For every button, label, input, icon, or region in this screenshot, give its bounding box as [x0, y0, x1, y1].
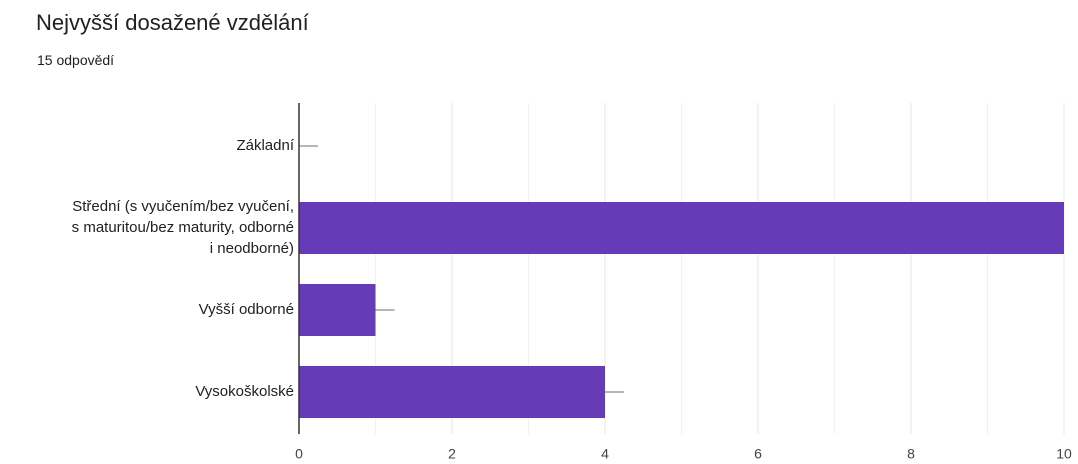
- category-label-3: Vysokoškolské: [195, 383, 294, 400]
- chart-title: Nejvyšší dosažené vzdělání: [36, 10, 309, 35]
- category-label-2: Vyšší odborné: [199, 301, 294, 318]
- x-tick-label-1: 2: [448, 446, 456, 462]
- x-tick-label-3: 6: [754, 446, 762, 462]
- category-label-1: Střední (s vyučením/bez vyučení, s maturi…: [72, 198, 294, 257]
- bar-1: [299, 202, 1064, 254]
- x-tick-label-0: 0: [295, 446, 303, 462]
- category-label-0: Základní: [236, 137, 294, 154]
- bar-2: [299, 284, 376, 336]
- x-tick-label-5: 10: [1056, 446, 1072, 462]
- x-tick-label-2: 4: [601, 446, 609, 462]
- bar-3: [299, 366, 605, 418]
- response-count: 15 odpovědí: [37, 52, 115, 68]
- x-tick-label-4: 8: [907, 446, 915, 462]
